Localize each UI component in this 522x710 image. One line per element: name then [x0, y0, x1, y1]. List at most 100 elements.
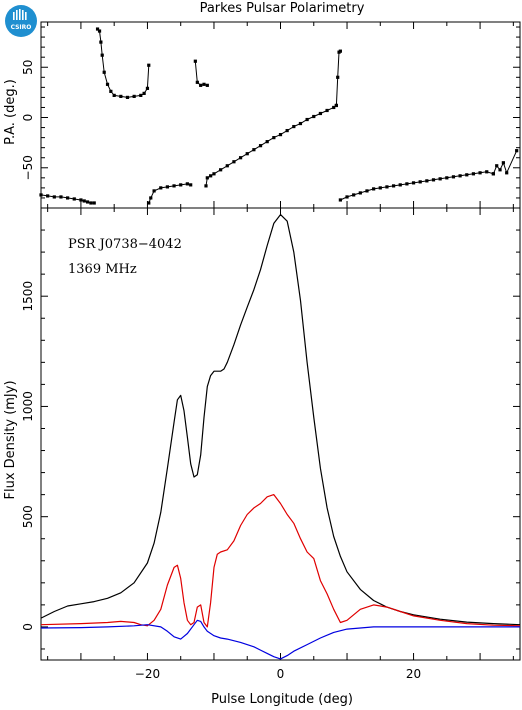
pa-point: [145, 86, 150, 90]
y-tick-label: 0: [21, 114, 35, 122]
pa-point: [332, 105, 336, 110]
pa-point: [478, 171, 482, 175]
pa-point: [258, 144, 263, 148]
y-tick-label: 1500: [21, 281, 35, 312]
pa-point: [102, 70, 106, 74]
y-tick-label: 1000: [21, 391, 35, 422]
pulsar-name-label: PSR J0738−4042: [68, 237, 182, 252]
flux-panel: −20 0 20 0 500 1000 1500 PSR J0738−4042 1369 …: [3, 207, 521, 707]
pa-point: [491, 172, 495, 176]
pa-point: [345, 195, 349, 199]
pa-point: [365, 189, 369, 193]
x-tick-label: 0: [277, 667, 285, 681]
pa-point: [505, 171, 509, 175]
pa-point: [285, 128, 289, 133]
pa-point: [139, 93, 143, 97]
pa-point: [471, 172, 476, 176]
pa-point: [147, 63, 151, 67]
pa-point: [195, 80, 199, 84]
pa-point: [79, 198, 83, 202]
x-tick-label: −20: [135, 667, 160, 681]
pa-point: [172, 184, 176, 188]
flux-x-ticks: −20 0 20: [47, 208, 514, 681]
pa-point: [498, 168, 502, 172]
pa-point: [112, 93, 116, 97]
y-tick-label: 500: [21, 505, 35, 528]
pa-point: [219, 168, 223, 172]
pa-point: [252, 148, 256, 152]
pa-point: [119, 94, 123, 98]
pa-segment: [492, 150, 518, 175]
pa-point: [501, 161, 505, 165]
pa-point: [82, 199, 86, 203]
pa-point: [205, 83, 209, 87]
pa-point: [109, 89, 113, 93]
pa-point: [142, 91, 146, 95]
pa-point: [209, 174, 213, 178]
pa-point: [372, 187, 376, 191]
pa-x-ticks: [47, 22, 514, 208]
pa-point: [59, 195, 63, 199]
pa-point: [189, 183, 193, 187]
pa-point: [159, 186, 163, 190]
pa-point: [458, 174, 462, 178]
pa-point: [95, 27, 100, 31]
pa-point: [52, 195, 56, 199]
pa-segment: [97, 28, 150, 98]
pa-point: [358, 191, 362, 195]
pa-point: [149, 196, 153, 200]
pa-point: [89, 201, 93, 205]
pa-point: [334, 103, 338, 108]
pa-point: [292, 124, 296, 129]
y-tick-label: 50: [21, 60, 35, 75]
y-tick-label: 0: [21, 623, 35, 631]
pa-point: [39, 193, 43, 197]
flux-y-axis-label: Flux Density (mJy): [3, 380, 18, 499]
flux-series-line: [40, 494, 521, 628]
pa-point: [212, 172, 216, 176]
pa-point: [278, 133, 283, 137]
pa-point: [99, 40, 103, 44]
pa-point: [425, 179, 429, 183]
pa-point: [336, 75, 340, 79]
pa-point: [338, 198, 342, 202]
pa-point: [105, 82, 110, 86]
pa-panel-frame: [40, 21, 521, 209]
csiro-logo: CSIRO: [5, 5, 37, 37]
csiro-logo-text: CSIRO: [11, 24, 32, 31]
pa-point: [97, 29, 102, 33]
pa-point: [312, 114, 316, 119]
flux-series-line: [40, 619, 520, 660]
pa-point: [147, 201, 151, 205]
pa-point: [352, 193, 356, 197]
pa-point: [46, 194, 50, 198]
pa-point: [193, 59, 197, 63]
chart-title: Parkes Pulsar Polarimetry: [200, 1, 365, 16]
pa-point: [204, 184, 208, 188]
pa-point: [265, 140, 269, 144]
pa-point: [132, 94, 136, 98]
pa-point: [378, 186, 382, 190]
csiro-logo-bars-icon: [13, 9, 27, 20]
pa-point: [318, 111, 323, 116]
pa-point: [85, 200, 90, 204]
pa-point: [495, 164, 499, 168]
frequency-label: 1369 MHz: [68, 262, 137, 277]
pa-point: [66, 196, 70, 200]
pa-point: [185, 182, 189, 186]
flux-x-axis-label: Pulse Longitude (deg): [211, 692, 353, 707]
pa-point: [165, 185, 170, 189]
pa-segment: [205, 105, 337, 186]
flux-data: [40, 214, 521, 660]
x-tick-label: 20: [406, 667, 421, 681]
pa-point: [411, 181, 416, 185]
pa-y-ticks: −50 0 50: [21, 26, 520, 209]
pa-data: [39, 27, 519, 205]
pa-point: [238, 156, 243, 160]
flux-series-line: [40, 214, 521, 626]
pa-point: [338, 49, 342, 53]
pa-point: [325, 108, 329, 113]
pa-point: [92, 201, 96, 205]
csiro-logo-circle: [5, 5, 37, 37]
pa-point: [298, 121, 303, 126]
